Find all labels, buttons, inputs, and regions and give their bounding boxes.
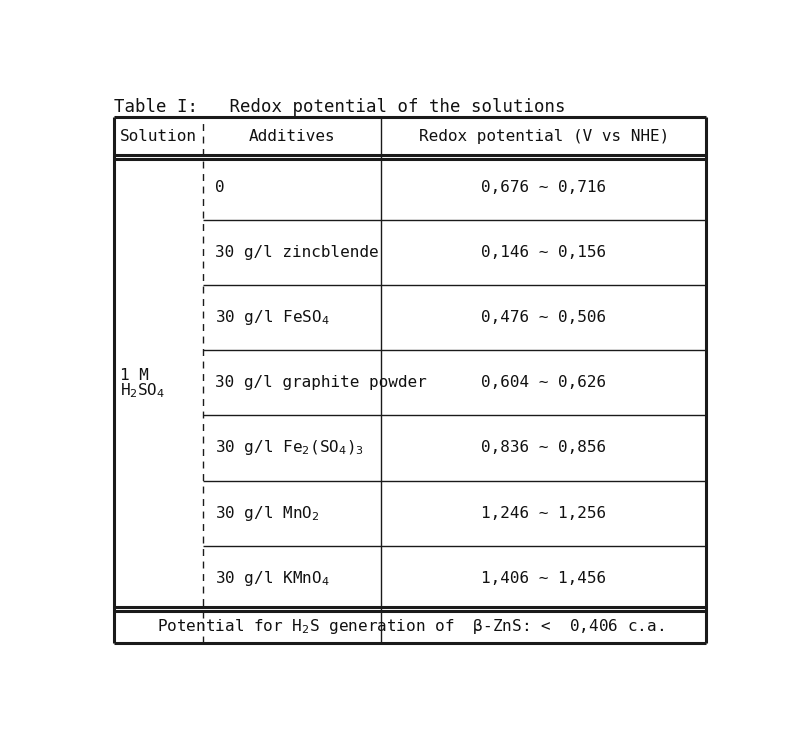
Text: 30 g/l KMnO$_4$: 30 g/l KMnO$_4$ [215,568,330,587]
Text: 0,836 ∼ 0,856: 0,836 ∼ 0,856 [481,440,606,455]
Text: 0,146 ∼ 0,156: 0,146 ∼ 0,156 [481,245,606,260]
Text: 30 g/l zincblende: 30 g/l zincblende [215,245,379,260]
Text: Solution: Solution [120,129,197,144]
Text: 30 g/l MnO$_2$: 30 g/l MnO$_2$ [215,503,320,523]
Text: 0: 0 [215,181,225,196]
Text: Additives: Additives [249,129,335,144]
Text: Table I:   Redox potential of the solutions: Table I: Redox potential of the solution… [114,98,566,116]
Text: 1 M: 1 M [120,368,149,382]
Text: 30 g/l FeSO$_4$: 30 g/l FeSO$_4$ [215,308,330,328]
Text: 1,246 ∼ 1,256: 1,246 ∼ 1,256 [481,506,606,520]
Text: 1,406 ∼ 1,456: 1,406 ∼ 1,456 [481,571,606,586]
Text: Potential for H$_2$S generation of  β-ZnS: <  0,406 c.a.: Potential for H$_2$S generation of β-ZnS… [157,617,663,636]
Text: 0,476 ∼ 0,506: 0,476 ∼ 0,506 [481,310,606,326]
Text: Redox potential (V vs NHE): Redox potential (V vs NHE) [418,129,669,144]
Text: 30 g/l graphite powder: 30 g/l graphite powder [215,376,427,391]
Text: H$_2$SO$_4$: H$_2$SO$_4$ [120,381,166,400]
Text: 30 g/l Fe$_2$(SO$_4$)$_3$: 30 g/l Fe$_2$(SO$_4$)$_3$ [215,439,365,458]
Text: 0,676 ∼ 0,716: 0,676 ∼ 0,716 [481,181,606,196]
Text: 0,604 ∼ 0,626: 0,604 ∼ 0,626 [481,376,606,391]
